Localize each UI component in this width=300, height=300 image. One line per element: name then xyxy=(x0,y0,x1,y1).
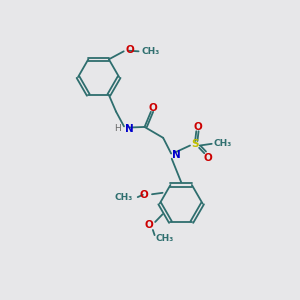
Text: O: O xyxy=(144,220,153,230)
Text: O: O xyxy=(140,190,148,200)
Text: CH₃: CH₃ xyxy=(114,193,133,202)
Text: O: O xyxy=(148,103,157,113)
Text: CH₃: CH₃ xyxy=(214,139,232,148)
Text: N: N xyxy=(172,150,181,160)
Text: N: N xyxy=(125,124,134,134)
Text: S: S xyxy=(191,140,199,149)
Text: H: H xyxy=(114,124,121,133)
Text: O: O xyxy=(193,122,202,132)
Text: CH₃: CH₃ xyxy=(155,234,173,243)
Text: CH₃: CH₃ xyxy=(141,47,160,56)
Text: O: O xyxy=(125,45,134,55)
Text: O: O xyxy=(204,153,213,164)
